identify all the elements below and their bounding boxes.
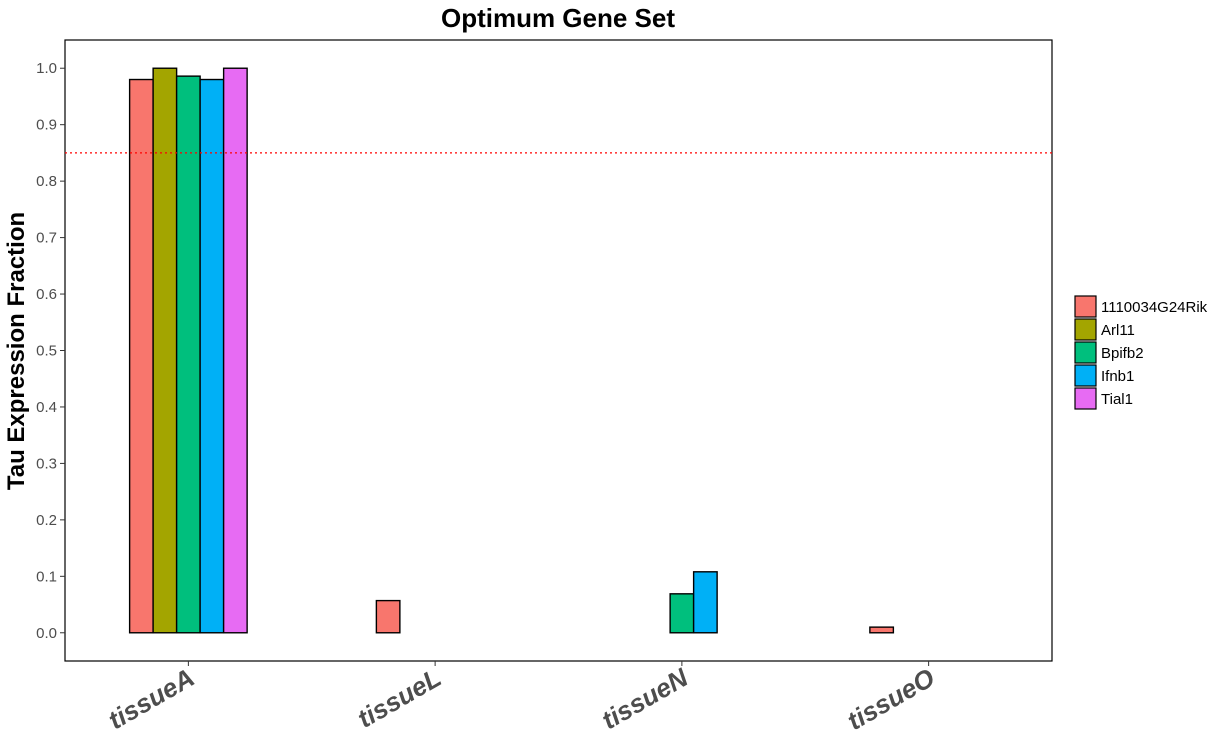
y-tick-label: 1.0 — [36, 60, 57, 77]
y-tick-label: 0.2 — [36, 512, 57, 529]
bars-group — [128, 67, 895, 634]
y-axis-label: Tau Expression Fraction — [3, 212, 30, 490]
bar-tissueA-Ifnb1 — [199, 78, 225, 634]
x-axis-ticks: tissueA tissueL tissueN tissueO — [103, 661, 940, 736]
legend-label: Tial1 — [1101, 391, 1133, 408]
bar-tissueA-Tial1 — [222, 67, 248, 634]
legend: 1110034G24Rik Arl11 Bpifb2 Ifnb1 Tial1 — [1074, 295, 1208, 410]
legend-label: Ifnb1 — [1101, 368, 1134, 385]
y-tick-label: 0.3 — [36, 455, 57, 472]
bar-tissueN-Bpifb2 — [669, 593, 695, 634]
bar-tissueA-Bpifb2 — [175, 75, 201, 634]
legend-key-1110034G24Rik — [1074, 295, 1097, 318]
x-tick-label: tissueO — [842, 662, 940, 736]
legend-key-Bpifb2 — [1074, 341, 1097, 364]
x-tick-label: tissueN — [597, 662, 694, 736]
y-tick-label: 0.7 — [36, 230, 57, 247]
legend-key-Arl11 — [1074, 318, 1097, 341]
legend-key-Ifnb1 — [1074, 364, 1097, 387]
legend-label: Arl11 — [1101, 322, 1135, 339]
y-tick-label: 0.8 — [36, 173, 57, 190]
bar-tissueN-Ifnb1 — [692, 571, 718, 634]
legend-label: Bpifb2 — [1101, 345, 1144, 362]
x-tick-label: tissueA — [103, 662, 199, 735]
y-tick-label: 0.0 — [36, 625, 57, 642]
bar-tissueO-1110034G24Rik — [869, 626, 895, 634]
bar-tissueL-1110034G24Rik — [375, 599, 401, 634]
y-tick-label: 0.5 — [36, 343, 57, 360]
chart-title: Optimum Gene Set — [441, 3, 675, 33]
legend-key-Tial1 — [1074, 387, 1097, 410]
y-tick-label: 0.4 — [36, 399, 57, 416]
y-tick-label: 0.9 — [36, 117, 57, 134]
x-tick-label: tissueL — [352, 662, 446, 733]
y-axis-ticks: 0.0 0.1 0.2 0.3 0.4 0.5 0.6 0.7 0.8 0.9 1.0 — [36, 60, 65, 642]
legend-label: 1110034G24Rik — [1101, 299, 1208, 316]
y-tick-label: 0.6 — [36, 286, 57, 303]
y-tick-label: 0.1 — [36, 568, 57, 585]
bar-tissueA-1110034G24Rik — [128, 78, 154, 634]
